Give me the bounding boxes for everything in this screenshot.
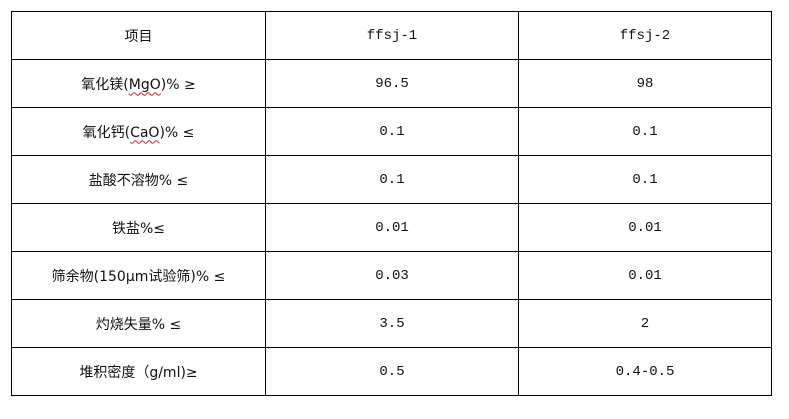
value-ffsj-2: 0.1	[518, 155, 772, 204]
value-ffsj-1: 0.1	[265, 155, 519, 204]
table-row: 筛余物(150μm试验筛)% ≤ 0.03 0.01	[11, 251, 772, 300]
item-label: 氧化钙(	[82, 124, 131, 141]
item-cell: 盐酸不溶物% ≤	[11, 155, 266, 204]
value-ffsj-2: 98	[518, 59, 772, 108]
value-ffsj-1: 0.5	[265, 347, 519, 396]
item-suffix: )% ≥	[160, 76, 196, 93]
item-label: 铁盐%≤	[111, 220, 166, 237]
item-cell: 铁盐%≤	[11, 203, 266, 252]
item-cell: 氧化钙(CaO)% ≤	[11, 107, 266, 156]
value-ffsj-2: 0.01	[518, 251, 772, 300]
item-formula: MgO	[128, 76, 161, 93]
item-label: 盐酸不溶物% ≤	[88, 172, 189, 189]
value-ffsj-1: 0.01	[265, 203, 519, 252]
value-ffsj-2: 0.01	[518, 203, 772, 252]
item-cell: 灼烧失量% ≤	[11, 299, 266, 348]
item-cell: 筛余物(150μm试验筛)% ≤	[11, 251, 266, 300]
table-row: 堆积密度（g/ml)≥ 0.5 0.4-0.5	[11, 347, 772, 396]
item-label: 灼烧失量% ≤	[95, 316, 182, 333]
spec-table-body: 项目 ffsj-1 ffsj-2 氧化镁(MgO)% ≥96.5 98 氧化钙(Ca…	[11, 11, 772, 396]
value-ffsj-2: 2	[518, 299, 772, 348]
table-row: 灼烧失量% ≤ 3.5 2	[11, 299, 772, 348]
header-row: 项目 ffsj-1 ffsj-2	[11, 11, 772, 60]
item-label: 筛余物(150μm试验筛)% ≤	[51, 268, 226, 285]
table-row: 铁盐%≤ 0.01 0.01	[11, 203, 772, 252]
item-cell: 氧化镁(MgO)% ≥	[11, 59, 266, 108]
item-label: 氧化镁(	[81, 76, 129, 93]
header-ffsj-1: ffsj-1	[265, 11, 519, 60]
item-cell: 堆积密度（g/ml)≥	[11, 347, 266, 396]
table-row: 氧化镁(MgO)% ≥96.5 98	[11, 59, 772, 108]
header-ffsj-2: ffsj-2	[518, 11, 772, 60]
value-ffsj-2: 0.1	[518, 107, 772, 156]
item-formula: CaO	[130, 124, 160, 141]
value-ffsj-1: 0.1	[265, 107, 519, 156]
value-ffsj-2: 0.4-0.5	[518, 347, 772, 396]
item-suffix: )% ≤	[159, 124, 195, 141]
value-ffsj-1: 96.5	[265, 59, 519, 108]
table-row: 氧化钙(CaO)% ≤0.1 0.1	[11, 107, 772, 156]
item-label: 堆积密度（g/ml)≥	[79, 364, 198, 381]
header-item: 项目	[11, 11, 266, 60]
spec-table: 项目 ffsj-1 ffsj-2 氧化镁(MgO)% ≥96.5 98 氧化钙(Ca…	[11, 11, 772, 396]
table-row: 盐酸不溶物% ≤ 0.1 0.1	[11, 155, 772, 204]
value-ffsj-1: 3.5	[265, 299, 519, 348]
value-ffsj-1: 0.03	[265, 251, 519, 300]
